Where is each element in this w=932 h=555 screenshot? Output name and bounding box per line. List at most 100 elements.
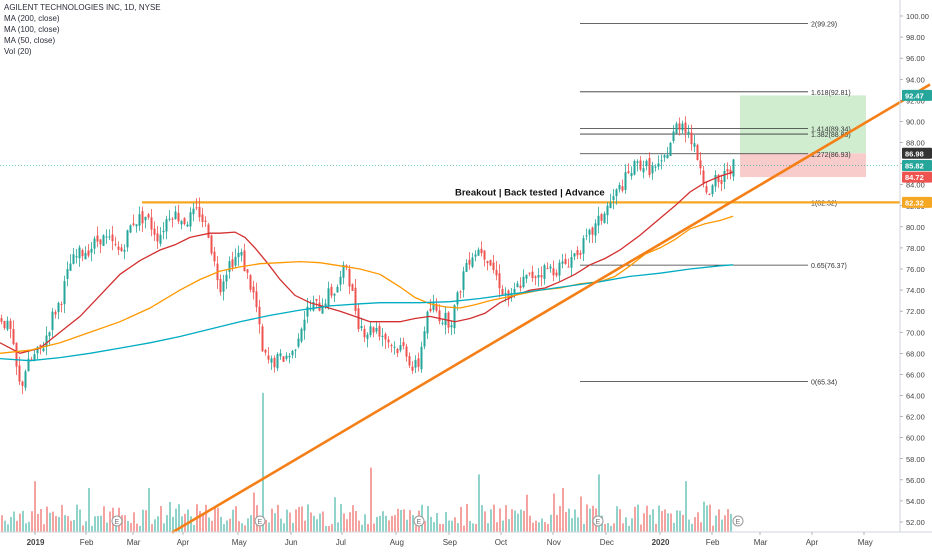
candle-body[interactable]: [93, 238, 96, 249]
candle-body[interactable]: [366, 334, 369, 339]
candle-body[interactable]: [639, 160, 642, 170]
candle-body[interactable]: [105, 236, 108, 238]
candle-body[interactable]: [243, 250, 246, 272]
ma100-line[interactable]: [0, 215, 734, 354]
candle-body[interactable]: [57, 302, 60, 313]
candle-body[interactable]: [279, 353, 282, 357]
candle-body[interactable]: [609, 202, 612, 209]
candle-body[interactable]: [150, 217, 153, 230]
candle-body[interactable]: [501, 288, 504, 295]
candle-body[interactable]: [720, 180, 723, 184]
candle-body[interactable]: [702, 170, 705, 184]
candle-body[interactable]: [564, 259, 567, 264]
candle-body[interactable]: [219, 278, 222, 293]
candle-body[interactable]: [12, 329, 15, 345]
candle-body[interactable]: [90, 248, 93, 253]
candle-body[interactable]: [411, 366, 414, 371]
candle-body[interactable]: [423, 331, 426, 347]
candle-body[interactable]: [459, 291, 462, 293]
candle-body[interactable]: [723, 170, 726, 182]
candle-body[interactable]: [369, 326, 372, 336]
candle-body[interactable]: [39, 344, 42, 349]
candle-body[interactable]: [0, 318, 3, 322]
candle-body[interactable]: [213, 251, 216, 262]
candle-body[interactable]: [195, 207, 198, 209]
candle-body[interactable]: [72, 254, 75, 264]
candle-body[interactable]: [636, 161, 639, 163]
candle-body[interactable]: [579, 252, 582, 255]
candle-body[interactable]: [372, 327, 375, 333]
candle-body[interactable]: [696, 144, 699, 160]
candle-body[interactable]: [45, 335, 48, 347]
candle-body[interactable]: [342, 264, 345, 278]
earnings-marker[interactable]: [111, 515, 123, 527]
candle-body[interactable]: [222, 281, 225, 292]
candle-body[interactable]: [186, 224, 189, 227]
candle-body[interactable]: [357, 308, 360, 330]
candle-body[interactable]: [204, 220, 207, 222]
candle-body[interactable]: [399, 345, 402, 351]
candle-body[interactable]: [99, 239, 102, 245]
candle-body[interactable]: [183, 218, 186, 225]
candle-body[interactable]: [435, 303, 438, 311]
candle-body[interactable]: [633, 161, 636, 175]
candle-body[interactable]: [192, 208, 195, 215]
candle-body[interactable]: [429, 308, 432, 312]
candle-body[interactable]: [714, 174, 717, 187]
candle-body[interactable]: [624, 172, 627, 190]
candle-body[interactable]: [282, 356, 285, 362]
candle-body[interactable]: [690, 132, 693, 145]
candle-body[interactable]: [69, 263, 72, 271]
candle-body[interactable]: [18, 365, 21, 382]
candle-body[interactable]: [648, 158, 651, 175]
candle-body[interactable]: [456, 292, 459, 305]
candle-body[interactable]: [300, 328, 303, 342]
candle-body[interactable]: [588, 229, 591, 235]
candle-body[interactable]: [684, 122, 687, 133]
candle-body[interactable]: [450, 325, 453, 328]
candle-body[interactable]: [663, 155, 666, 158]
candle-body[interactable]: [513, 288, 516, 293]
candle-body[interactable]: [21, 381, 24, 386]
candle-body[interactable]: [270, 358, 273, 363]
candle-body[interactable]: [180, 221, 183, 225]
candle-body[interactable]: [144, 216, 147, 221]
candle-body[interactable]: [102, 235, 105, 246]
candle-body[interactable]: [657, 163, 660, 167]
candle-body[interactable]: [24, 371, 27, 388]
candle-body[interactable]: [261, 326, 264, 352]
candle-body[interactable]: [162, 230, 165, 233]
candle-body[interactable]: [252, 286, 255, 293]
candle-body[interactable]: [96, 235, 99, 242]
candle-body[interactable]: [600, 214, 603, 221]
candle-body[interactable]: [27, 358, 30, 372]
candle-body[interactable]: [666, 154, 669, 159]
candle-body[interactable]: [228, 261, 231, 272]
candle-body[interactable]: [315, 298, 318, 301]
candle-body[interactable]: [189, 212, 192, 227]
candle-body[interactable]: [174, 211, 177, 220]
candle-body[interactable]: [417, 358, 420, 367]
candle-body[interactable]: [66, 269, 69, 279]
candle-body[interactable]: [348, 269, 351, 287]
candle-body[interactable]: [321, 306, 324, 314]
candle-body[interactable]: [78, 247, 81, 259]
candle-body[interactable]: [555, 272, 558, 276]
candle-body[interactable]: [75, 256, 78, 258]
candle-body[interactable]: [420, 346, 423, 370]
candle-body[interactable]: [438, 310, 441, 322]
candle-body[interactable]: [534, 276, 537, 278]
candle-body[interactable]: [615, 189, 618, 197]
candle-body[interactable]: [660, 160, 663, 162]
candle-body[interactable]: [468, 259, 471, 265]
candle-body[interactable]: [375, 327, 378, 332]
candle-body[interactable]: [234, 256, 237, 266]
candle-body[interactable]: [159, 234, 162, 244]
candle-body[interactable]: [642, 168, 645, 173]
candle-body[interactable]: [654, 166, 657, 168]
candle-body[interactable]: [465, 262, 468, 272]
candle-body[interactable]: [606, 205, 609, 216]
candle-body[interactable]: [201, 214, 204, 222]
